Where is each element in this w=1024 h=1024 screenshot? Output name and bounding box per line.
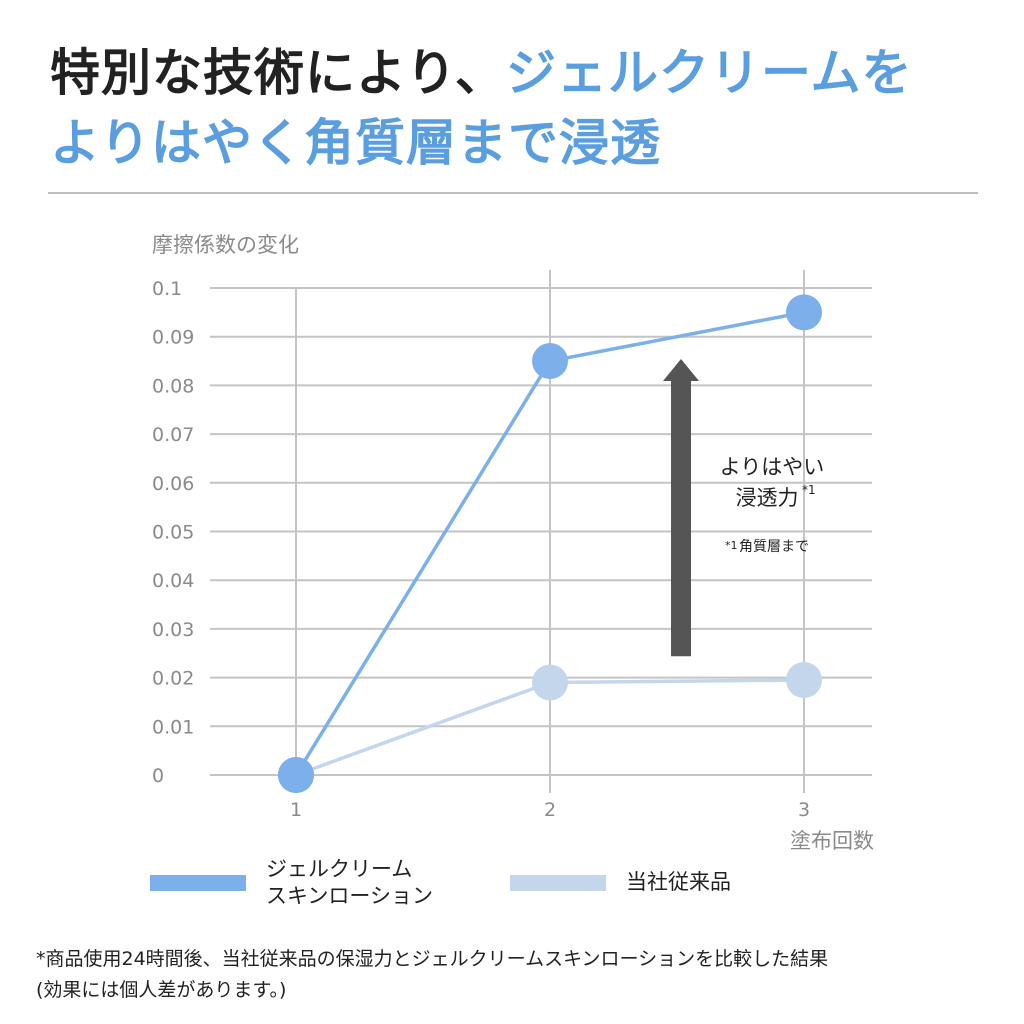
legend-label-conventional: 当社従来品 bbox=[626, 870, 731, 894]
series-0-start-point bbox=[278, 757, 314, 793]
footnote-line-2: (効果には個人差があります。) bbox=[36, 979, 287, 1001]
headline-line-1: 特別な技術により、ジェルクリームを bbox=[50, 38, 990, 108]
headline-divider bbox=[48, 192, 978, 194]
headline: 特別な技術により、ジェルクリームを よりはやく角質層まで浸透 bbox=[50, 38, 990, 178]
annotation-line-1: よりはやい bbox=[720, 455, 825, 479]
series-1-point bbox=[532, 664, 568, 701]
annotation-arrow-head bbox=[663, 359, 699, 382]
x-tick-label: 2 bbox=[544, 799, 556, 821]
x-tick-label: 3 bbox=[798, 799, 810, 821]
y-tick-label: 0.04 bbox=[152, 570, 194, 592]
annotation-line-2: 浸透力 bbox=[736, 486, 799, 510]
footnote-line-1: *商品使用24時間後、当社従来品の保湿力とジェルクリームスキンローションを比較し… bbox=[36, 948, 829, 970]
y-tick-label: 0.06 bbox=[152, 473, 194, 495]
legend-swatch-conventional bbox=[510, 874, 606, 891]
headline-line-2: よりはやく角質層まで浸透 bbox=[50, 108, 990, 178]
y-tick-label: 0.09 bbox=[152, 327, 194, 349]
legend-label-gel-cream: ジェルクリーム スキンローション bbox=[266, 857, 433, 908]
headline-part-3: よりはやく角質層まで浸透 bbox=[50, 114, 661, 172]
legend-swatch-gel-cream bbox=[150, 875, 246, 891]
series-0-point bbox=[786, 294, 822, 331]
headline-part-2: ジェルクリームを bbox=[506, 44, 913, 102]
y-tick-label: 0.01 bbox=[152, 716, 194, 738]
headline-part-1: 特別な技術により、 bbox=[50, 44, 506, 102]
x-tick-label: 1 bbox=[290, 799, 302, 821]
y-tick-label: 0.03 bbox=[152, 619, 194, 641]
y-tick-label: 0.05 bbox=[152, 522, 194, 544]
legend-item-conventional: 当社従来品 bbox=[510, 869, 731, 896]
y-tick-label: 0.1 bbox=[152, 278, 182, 300]
y-tick-label: 0.07 bbox=[152, 424, 194, 446]
y-tick-label: 0.02 bbox=[152, 668, 194, 690]
y-tick-label: 0 bbox=[152, 765, 164, 787]
annotation-arrow-shaft bbox=[671, 379, 691, 657]
annotation-line-2-mark: *1 bbox=[802, 483, 816, 497]
y-tick-label: 0.08 bbox=[152, 375, 194, 397]
annotation-note-mark: *1 bbox=[725, 539, 738, 552]
x-axis-title: 塗布回数 bbox=[790, 829, 874, 853]
footnote: *商品使用24時間後、当社従来品の保湿力とジェルクリームスキンローションを比較し… bbox=[36, 944, 996, 1006]
chart-legend: ジェルクリーム スキンローション 当社従来品 bbox=[0, 856, 1024, 916]
y-axis-title: 摩擦係数の変化 bbox=[152, 233, 299, 257]
legend-item-gel-cream: ジェルクリーム スキンローション bbox=[150, 856, 433, 910]
line-chart: 0 0.01 0.02 0.03 0.04 0.05 0.06 0.07 0.08 0.09 0.1… bbox=[152, 233, 874, 853]
annotation-note: 角質層まで bbox=[739, 539, 809, 555]
series-0-point bbox=[532, 343, 568, 380]
series-1-point bbox=[786, 662, 822, 699]
